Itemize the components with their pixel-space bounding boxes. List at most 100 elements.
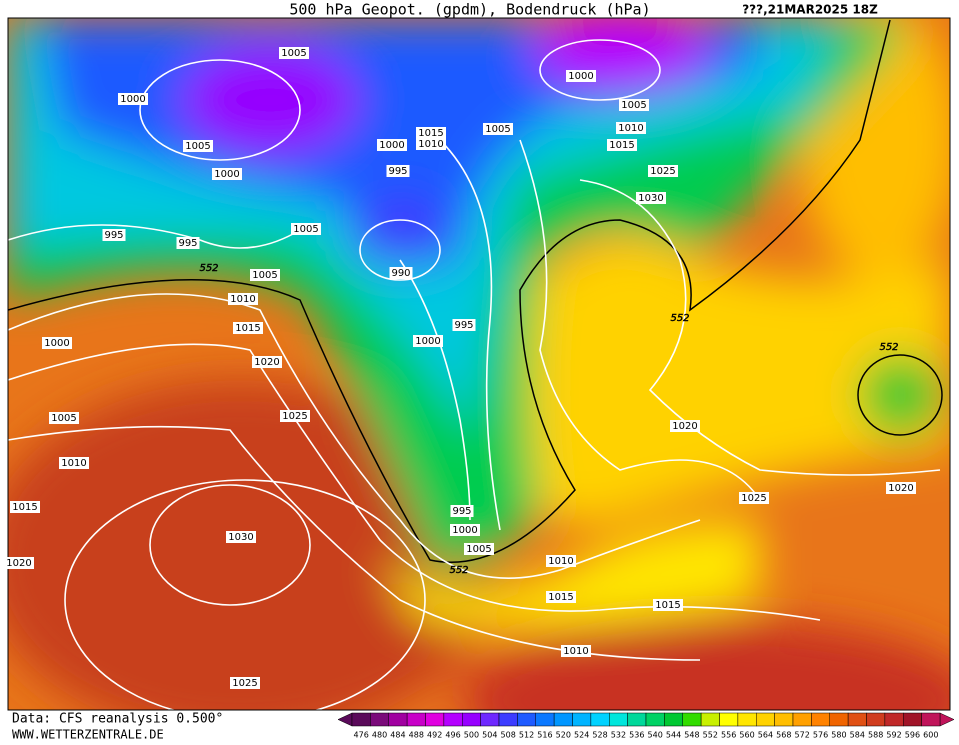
scale-swatch <box>480 712 500 727</box>
label-box <box>886 482 916 494</box>
scale-label: 588 <box>868 731 883 740</box>
site-name: WWW.WETTERZENTRALE.DE <box>12 728 164 742</box>
scale-swatch <box>535 712 555 727</box>
color-scale: 476 480 484 488 492 496 500 504 508 512 516 520 524 5… <box>337 712 955 740</box>
isobar-label: 1015 <box>548 592 573 603</box>
isobar-label: 1005 <box>185 141 210 152</box>
isobar-label: 1025 <box>741 493 766 504</box>
scale-swatch <box>664 712 683 727</box>
label-box <box>279 47 309 59</box>
map-title: 500 hPa Geopot. (gpdm), Bodendruck (hPa) <box>289 1 650 19</box>
label-box <box>616 122 646 134</box>
label-box <box>377 139 407 151</box>
scale-swatch <box>866 712 886 727</box>
label-box <box>648 165 678 177</box>
label-box <box>230 677 260 689</box>
scale-swatch <box>462 712 481 727</box>
scale-label: 556 <box>721 731 736 740</box>
isobar-label: 990 <box>391 268 410 279</box>
scale-swatch <box>645 712 665 727</box>
scale-label: 572 <box>795 731 810 740</box>
isobar-label: 1000 <box>120 94 145 105</box>
scale-label: 568 <box>776 731 791 740</box>
scale-label: 488 <box>409 731 424 740</box>
scale-swatch <box>406 712 426 727</box>
scale-swatch <box>609 712 628 727</box>
scale-label: 516 <box>537 731 552 740</box>
isobar-label: 995 <box>104 230 123 241</box>
isobar-label: 1000 <box>568 71 593 82</box>
map-frame <box>7 17 951 711</box>
label-box <box>212 168 242 180</box>
label-box <box>670 420 700 432</box>
height-label: 552 <box>670 313 689 324</box>
scale-swatch <box>884 712 904 727</box>
label-box <box>42 337 72 349</box>
valid-time: ???,21MAR2025 18Z <box>742 3 878 17</box>
label-box <box>49 412 79 424</box>
isobar-label: 1015 <box>418 128 443 139</box>
label-box <box>176 237 200 249</box>
height-label: 552 <box>449 565 468 576</box>
scale-label: 496 <box>445 731 460 740</box>
scale-swatch <box>829 712 849 727</box>
scale-swatch <box>370 712 389 727</box>
label-box <box>416 127 446 139</box>
isobar-label: 1005 <box>621 100 646 111</box>
scale-swatch <box>811 712 830 727</box>
isobar-labels: 1005100010051000101510101000995100510001… <box>4 47 916 689</box>
label-box <box>386 165 410 177</box>
scale-label: 584 <box>850 731 865 740</box>
scale-label: 548 <box>684 731 699 740</box>
isobar-label: 995 <box>452 506 471 517</box>
scale-label: 560 <box>739 731 754 740</box>
data-source: Data: CFS reanalysis 0.500° <box>12 712 223 727</box>
isobar-label: 1000 <box>379 140 404 151</box>
scale-label: 536 <box>629 731 644 740</box>
scale-label: 576 <box>813 731 828 740</box>
isobar-label: 1010 <box>61 458 86 469</box>
label-box <box>450 524 480 536</box>
isobar-label: 1025 <box>650 166 675 177</box>
isobar-label: 1020 <box>6 558 31 569</box>
label-box <box>389 267 413 279</box>
label-box <box>291 223 321 235</box>
scale-swatch <box>572 712 592 727</box>
isobar-label: 1015 <box>12 502 37 513</box>
scale-label: 592 <box>886 731 901 740</box>
scale-label: 520 <box>556 731 571 740</box>
isobar-label: 1005 <box>281 48 306 59</box>
isobar-label: 1015 <box>609 140 634 151</box>
scale-swatch <box>351 712 371 727</box>
scale-label: 580 <box>831 731 846 740</box>
isobar-label: 1010 <box>230 294 255 305</box>
isobar-label: 1030 <box>638 193 663 204</box>
scale-label: 500 <box>464 731 479 740</box>
label-box <box>413 335 443 347</box>
scale-swatch <box>498 712 518 727</box>
scale-label: 552 <box>703 731 718 740</box>
isobar-label: 1005 <box>51 413 76 424</box>
scale-swatch <box>756 712 775 727</box>
scale-label: 528 <box>592 731 607 740</box>
scale-swatch <box>388 712 408 727</box>
label-box <box>653 599 683 611</box>
scale-swatch <box>719 712 739 727</box>
label-box <box>452 319 476 331</box>
label-box <box>10 501 40 513</box>
scale-swatch <box>443 712 463 727</box>
isobar-label: 1010 <box>563 646 588 657</box>
height-label: 552 <box>199 263 218 274</box>
label-box <box>464 543 494 555</box>
scale-label: 564 <box>758 731 773 740</box>
label-box <box>183 140 213 152</box>
label-box <box>416 138 446 150</box>
scale-label: 596 <box>905 731 920 740</box>
label-box <box>739 492 769 504</box>
label-box <box>546 555 576 567</box>
scale-swatch <box>682 712 702 727</box>
label-box <box>561 645 591 657</box>
label-box <box>280 410 310 422</box>
scale-label: 524 <box>574 731 589 740</box>
label-box <box>233 322 263 334</box>
